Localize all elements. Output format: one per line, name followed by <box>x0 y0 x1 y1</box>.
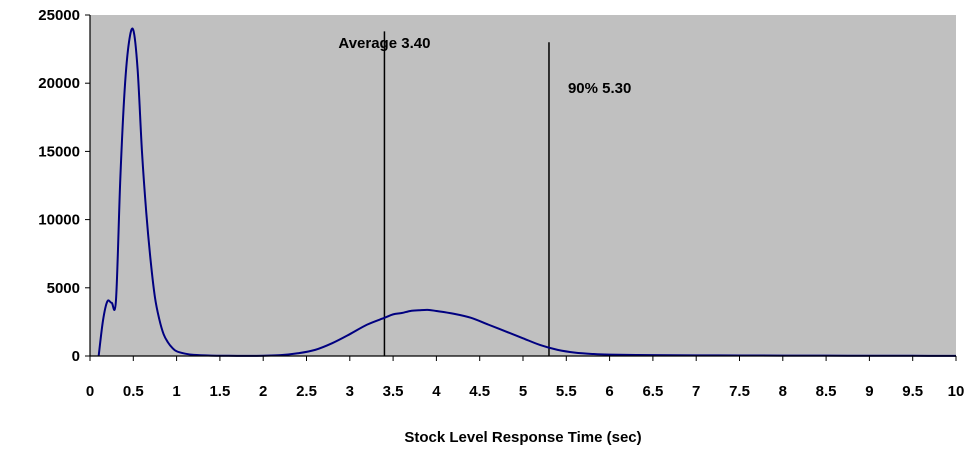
x-tick-label: 3 <box>346 383 354 400</box>
x-axis-title: Stock Level Response Time (sec) <box>404 429 641 446</box>
x-tick-label: 5.5 <box>556 383 577 400</box>
x-tick-label: 6.5 <box>642 383 663 400</box>
x-tick-label: 2.5 <box>296 383 317 400</box>
y-tick-label: 25000 <box>38 7 80 24</box>
x-tick-label: 9.5 <box>902 383 923 400</box>
x-tick-label: 5 <box>519 383 527 400</box>
x-tick-label: 0.5 <box>123 383 144 400</box>
x-tick-label: 2 <box>259 383 267 400</box>
x-tick-label: 6 <box>605 383 613 400</box>
x-tick-label: 10 <box>948 383 965 400</box>
x-tick-label: 4.5 <box>469 383 490 400</box>
y-tick-label: 0 <box>72 348 80 365</box>
y-tick-label: 5000 <box>47 280 80 297</box>
x-tick-label: 3.5 <box>383 383 404 400</box>
x-tick-label: 7.5 <box>729 383 750 400</box>
x-tick-label: 4 <box>432 383 441 400</box>
y-tick-label: 10000 <box>38 212 80 229</box>
x-tick-label: 9 <box>865 383 873 400</box>
x-tick-label: 7 <box>692 383 700 400</box>
x-tick-label: 8 <box>779 383 787 400</box>
x-tick-label: 1 <box>172 383 180 400</box>
x-tick-label: 8.5 <box>816 383 837 400</box>
plot-area <box>90 15 956 356</box>
reference-line-label: Average 3.40 <box>338 35 430 52</box>
y-tick-label: 15000 <box>38 143 80 160</box>
y-tick-label: 20000 <box>38 75 80 92</box>
x-tick-label: 0 <box>86 383 94 400</box>
x-tick-label: 1.5 <box>209 383 230 400</box>
reference-line-label: 90% 5.30 <box>568 80 631 97</box>
